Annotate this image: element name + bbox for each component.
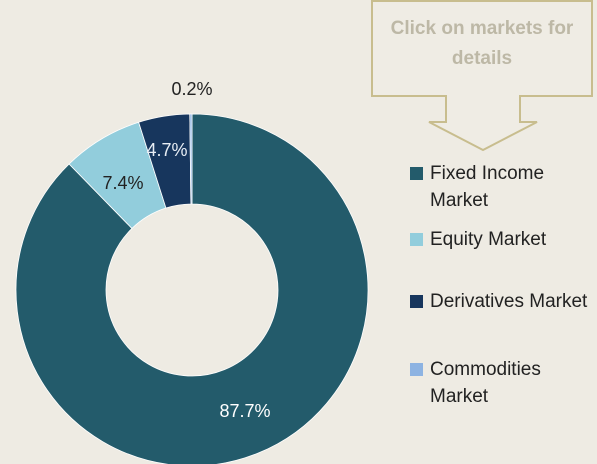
legend-swatch — [410, 295, 423, 308]
legend-label: Equity Market — [430, 229, 547, 250]
legend-item[interactable]: Fixed Income Market — [410, 160, 590, 214]
legend-swatch — [410, 233, 423, 246]
slice — [189, 113, 193, 205]
legend-item[interactable]: Derivatives Market — [410, 288, 590, 315]
callout-text[interactable]: Click on markets for details — [390, 18, 574, 69]
value-label: 7.4% — [102, 173, 143, 193]
legend-swatch — [410, 363, 423, 376]
legend-label: Commodities Market — [430, 359, 541, 407]
callout-box — [371, 0, 593, 152]
legend-item[interactable]: Commodities Market — [410, 356, 590, 410]
legend-item[interactable]: Equity Market — [410, 226, 590, 253]
legend-swatch — [410, 167, 423, 180]
value-label: 87.7% — [219, 401, 270, 421]
slice — [15, 113, 369, 464]
value-label: 0.2% — [171, 79, 212, 99]
value-label: 4.7% — [146, 140, 187, 160]
legend-label: Derivatives Market — [430, 291, 588, 312]
legend-label: Fixed Income Market — [430, 163, 545, 211]
